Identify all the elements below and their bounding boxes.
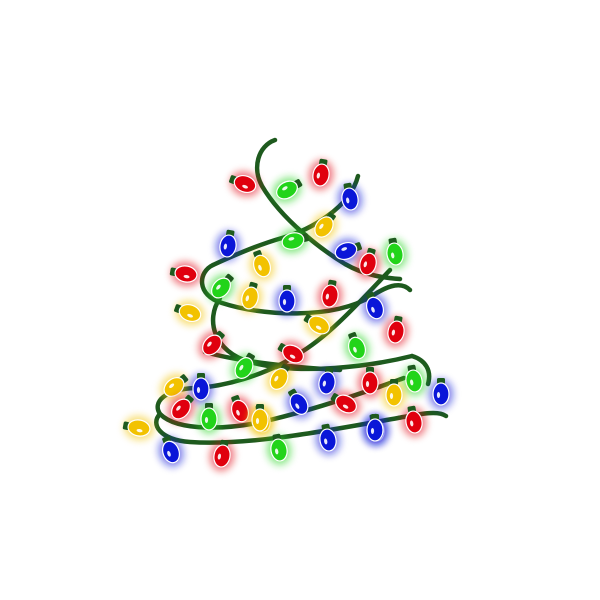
green-bulb	[266, 433, 292, 465]
light-bulbs	[122, 158, 453, 471]
yellow-bulb	[248, 404, 272, 435]
yellow-bulb	[303, 312, 334, 338]
yellow-bulb	[237, 281, 263, 313]
red-bulb	[383, 315, 409, 347]
blue-bulb	[337, 182, 363, 214]
yellow-bulb	[122, 415, 154, 441]
green-bulb	[207, 273, 235, 302]
red-bulb	[317, 279, 343, 311]
blue-bulb	[158, 436, 184, 467]
green-bulb	[231, 352, 257, 383]
red-bulb	[229, 171, 260, 197]
blue-bulb	[315, 423, 341, 455]
green-bulb	[344, 332, 370, 363]
blue-bulb	[215, 229, 241, 261]
blue-bulb	[275, 285, 299, 316]
yellow-bulb	[174, 300, 205, 326]
yellow-bulb	[249, 250, 275, 281]
red-bulb	[308, 158, 334, 190]
red-bulb	[277, 341, 308, 367]
green-bulb	[382, 237, 408, 269]
green-bulb	[401, 364, 427, 396]
blue-bulb	[286, 388, 312, 419]
blue-bulb	[363, 414, 387, 445]
yellow-bulb	[160, 373, 189, 401]
red-bulb	[227, 395, 253, 426]
red-bulb	[330, 391, 361, 417]
yellow-bulb	[382, 379, 406, 410]
red-bulb	[209, 439, 235, 471]
wire-strand	[409, 353, 432, 387]
green-bulb	[272, 177, 303, 203]
red-bulb	[355, 247, 381, 279]
blue-bulb	[331, 238, 362, 264]
blue-bulb	[362, 292, 388, 323]
red-bulb	[167, 394, 195, 423]
red-bulb	[401, 405, 427, 437]
blue-bulb	[314, 366, 340, 398]
yellow-bulb	[310, 212, 338, 242]
green-bulb	[197, 403, 221, 434]
yellow-bulb	[266, 363, 292, 394]
green-bulb	[278, 228, 310, 254]
red-bulb	[169, 261, 201, 287]
red-bulb	[198, 330, 226, 359]
red-bulb	[358, 367, 382, 398]
blue-bulb	[429, 378, 453, 409]
blue-bulb	[189, 373, 213, 404]
